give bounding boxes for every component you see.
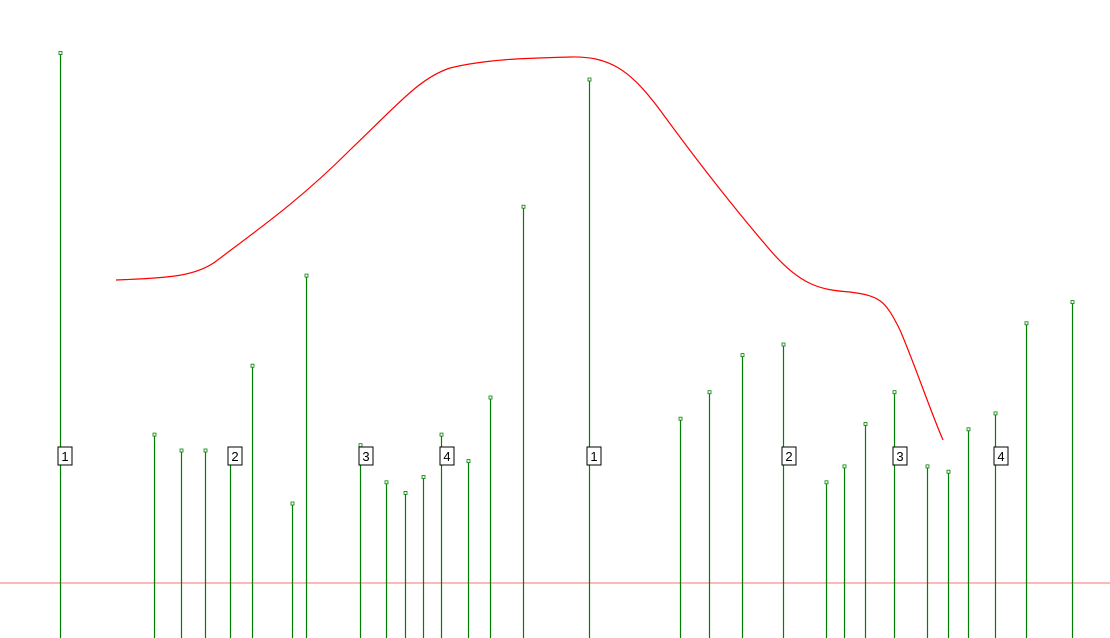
stem-marker [58,51,63,55]
beat-label-text: 2 [231,449,238,464]
stem-marker [521,204,526,209]
beat-label-text: 2 [785,449,792,464]
beat-label-text: 3 [896,449,903,464]
beat-label: 2 [781,446,797,466]
stem-marker [384,480,389,485]
beat-label-text: 4 [443,449,450,464]
stem-marker [842,464,847,469]
stem-marker [304,273,309,278]
stem-marker [1024,321,1029,326]
stem-marker [421,475,426,479]
stem-marker [1070,300,1075,305]
stem-marker [152,432,157,437]
stem-marker [966,427,971,432]
stem-marker [993,411,998,416]
beat-label-text: 1 [590,449,597,464]
stem-marker [707,390,712,395]
stem-marker [781,342,786,347]
stem-marker [863,422,868,426]
stem-marker [403,490,408,495]
envelope-curve [115,56,944,441]
beat-label-text: 4 [997,449,1004,464]
stem-marker [892,390,897,395]
beat-label: 2 [227,446,243,466]
beat-label: 4 [439,446,455,466]
stem-marker [439,432,444,437]
beat-label: 3 [358,446,374,466]
stem-marker [824,480,829,485]
beat-label: 1 [586,446,602,466]
stem-marker [179,448,184,453]
stem-marker [740,353,745,358]
beat-label-text: 1 [61,449,68,464]
stem-marker [358,443,363,448]
stem-marker [250,363,255,368]
beat-label-text: 3 [362,449,369,464]
stem-marker [925,464,930,469]
stem-marker [587,77,592,82]
beat-label: 4 [993,446,1009,466]
stem-marker [488,395,493,400]
stem-marker [678,416,683,421]
beat-label: 1 [57,446,73,466]
beat-label: 3 [892,446,908,466]
stem-marker [203,448,208,453]
stem-marker [290,501,295,506]
stem-marker [466,459,471,464]
stem-marker [946,469,951,474]
